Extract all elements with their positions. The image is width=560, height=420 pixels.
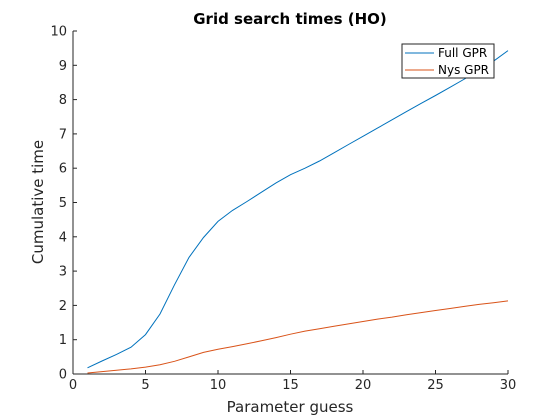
series-layer — [87, 50, 509, 374]
x-tick-label: 0 — [69, 378, 77, 393]
x-tick-label: 5 — [141, 378, 149, 393]
series-line-nys-gpr — [87, 300, 509, 374]
y-tick-label: 0 — [59, 368, 67, 383]
legend-label-full-gpr: Full GPR — [438, 46, 487, 60]
y-tick-label: 9 — [59, 59, 67, 74]
chart-title: Grid search times (HO) — [193, 10, 387, 28]
y-tick-label: 7 — [59, 127, 67, 142]
legend: Full GPR Nys GPR — [401, 43, 495, 79]
y-tick-label: 1 — [59, 333, 67, 348]
x-tick-label: 20 — [355, 378, 372, 393]
y-tick-label: 10 — [50, 25, 67, 40]
y-tick-label: 6 — [59, 162, 67, 177]
plot-background — [73, 31, 508, 374]
y-axis-label: Cumulative time — [29, 140, 47, 264]
ticks-layer: 0 5 10 15 20 25 30 0 1 2 3 4 5 6 7 8 9 10 — [50, 25, 516, 394]
legend-box — [401, 43, 495, 79]
series-line-full-gpr — [87, 50, 509, 369]
legend-label-nys-gpr: Nys GPR — [438, 63, 489, 77]
x-axis-label: Parameter guess — [227, 398, 354, 416]
x-tick-label: 15 — [282, 378, 299, 393]
plot-area — [73, 31, 508, 374]
y-tick-label: 2 — [59, 299, 67, 314]
x-tick-label: 10 — [210, 378, 227, 393]
y-tick-label: 3 — [59, 265, 67, 280]
x-tick-label: 30 — [500, 378, 517, 393]
x-tick-label: 25 — [427, 378, 444, 393]
y-tick-label: 4 — [59, 230, 67, 245]
y-tick-label: 5 — [59, 196, 67, 211]
y-tick-label: 8 — [59, 93, 67, 108]
